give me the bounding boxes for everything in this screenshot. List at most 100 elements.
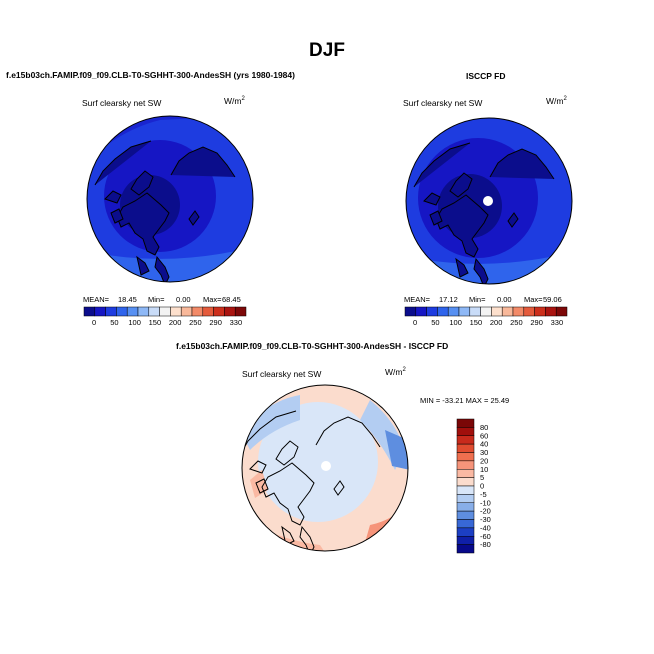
diff-variable-title: Surf clearsky net SW bbox=[242, 369, 322, 379]
diff-colorbar-swatch bbox=[456, 519, 475, 529]
model-colorbar-swatch bbox=[191, 306, 204, 317]
obs-colorbar-swatch bbox=[437, 306, 449, 317]
diff-colorbar-tick-label: -60 bbox=[480, 532, 491, 541]
obs-colorbar-swatch bbox=[491, 306, 503, 317]
obs-units: W/m2 bbox=[546, 96, 567, 106]
diff-min-max-stats: MIN = -33.21 MAX = 25.49 bbox=[420, 396, 510, 405]
obs-colorbar-swatch bbox=[555, 306, 568, 317]
diff-colorbar-swatch bbox=[456, 477, 475, 487]
diff-colorbar-swatch bbox=[456, 536, 475, 545]
diff-pole-missing-data bbox=[321, 461, 331, 471]
model-colorbar-swatch bbox=[137, 306, 150, 317]
diff-colorbar-tick-label: 0 bbox=[480, 482, 484, 491]
diff-colorbar-tick-label: 40 bbox=[480, 440, 488, 449]
diff-colorbar-tick-label: 60 bbox=[480, 431, 488, 440]
model-max-label: Max= bbox=[203, 295, 222, 304]
model-colorbar-tick-label: 290 bbox=[209, 318, 222, 327]
diff-colorbar-swatch bbox=[456, 510, 475, 520]
diff-colorbar-tick-label: 80 bbox=[480, 423, 488, 432]
obs-colorbar-swatch bbox=[426, 306, 438, 317]
obs-variable-title: Surf clearsky net SW bbox=[403, 98, 483, 108]
model-colorbar-swatch bbox=[202, 306, 214, 317]
obs-max-label: Max= bbox=[524, 295, 543, 304]
model-colorbar-tick-label: 250 bbox=[189, 318, 202, 327]
obs-colorbar-tick-label: 0 bbox=[413, 318, 417, 327]
diff-colorbar-swatch bbox=[456, 452, 475, 462]
difference-header: f.e15b03ch.FAMIP.f09_f09.CLB-T0-SGHHT-30… bbox=[176, 341, 449, 351]
diff-colorbar-tick-label: -30 bbox=[480, 515, 491, 524]
diff-colorbar-tick-label: 20 bbox=[480, 456, 488, 465]
diff-colorbar-swatch bbox=[456, 527, 475, 537]
diff-colorbar-tick-label: 5 bbox=[480, 473, 484, 482]
obs-colorbar-swatch bbox=[458, 306, 471, 317]
model-mean-value: 18.45 bbox=[118, 295, 137, 304]
model-max-value: 68.45 bbox=[222, 295, 241, 304]
model-colorbar-tick-label: 150 bbox=[149, 318, 162, 327]
model-colorbar-tick-label: 0 bbox=[92, 318, 96, 327]
model-colorbar-swatch bbox=[159, 306, 171, 317]
model-mean-label: MEAN= bbox=[83, 295, 110, 304]
obs-colorbar-tick-label: 330 bbox=[551, 318, 564, 327]
obs-colorbar-tick-label: 250 bbox=[510, 318, 523, 327]
model-colorbar-swatch bbox=[116, 306, 128, 317]
obs-colorbar-swatch bbox=[523, 306, 535, 317]
obs-pole-missing-data bbox=[483, 196, 493, 206]
diff-colorbar-swatch bbox=[456, 443, 475, 453]
obs-colorbar-swatch bbox=[447, 306, 460, 317]
diff-colorbar-swatch bbox=[456, 418, 475, 428]
model-colorbar-swatch bbox=[170, 306, 182, 317]
diff-colorbar-swatch bbox=[456, 460, 475, 470]
model-colorbar-swatch bbox=[105, 306, 117, 317]
diff-colorbar-tick-label: -5 bbox=[480, 490, 487, 499]
obs-colorbar-swatch bbox=[404, 306, 417, 317]
model-colorbar-swatch bbox=[83, 306, 96, 317]
diff-colorbar-tick-label: -20 bbox=[480, 507, 491, 516]
model-colorbar-tick-label: 200 bbox=[169, 318, 182, 327]
obs-colorbar-tick-label: 50 bbox=[431, 318, 439, 327]
diff-units: W/m2 bbox=[385, 367, 406, 377]
diff-colorbar-swatch bbox=[456, 485, 475, 495]
model-polar-map bbox=[86, 115, 254, 283]
obs-colorbar-swatch bbox=[480, 306, 492, 317]
model-min-value: 0.00 bbox=[176, 295, 191, 304]
model-case-header: f.e15b03ch.FAMIP.f09_f09.CLB-T0-SGHHT-30… bbox=[6, 70, 295, 80]
obs-colorbar-tick-label: 150 bbox=[470, 318, 483, 327]
model-colorbar-tick-label: 100 bbox=[128, 318, 141, 327]
model-colorbar-tick-label: 330 bbox=[230, 318, 243, 327]
model-colorbar-swatch bbox=[126, 306, 139, 317]
obs-colorbar: 0 50 100 150 200 250 290 330 bbox=[404, 306, 568, 327]
obs-colorbar-tick-label: 290 bbox=[530, 318, 543, 327]
diff-colorbar-swatch bbox=[456, 435, 475, 445]
diff-colorbar-tick-label: -80 bbox=[480, 540, 491, 549]
obs-mean-value: 17.12 bbox=[439, 295, 458, 304]
obs-header: ISCCP FD bbox=[466, 71, 506, 81]
diff-colorbar-swatch bbox=[456, 427, 475, 436]
model-colorbar-swatch bbox=[148, 306, 160, 317]
diff-colorbar-swatch bbox=[456, 502, 475, 512]
obs-max-value: 59.06 bbox=[543, 295, 562, 304]
model-colorbar-swatch bbox=[234, 306, 247, 317]
obs-colorbar-swatch bbox=[534, 306, 546, 317]
obs-colorbar-swatch bbox=[469, 306, 481, 317]
obs-colorbar-swatch bbox=[501, 306, 514, 317]
difference-polar-map bbox=[241, 384, 409, 552]
obs-colorbar-tick-label: 200 bbox=[490, 318, 503, 327]
obs-colorbar-tick-label: 100 bbox=[449, 318, 462, 327]
diff-colorbar-tick-label: -40 bbox=[480, 523, 491, 532]
obs-colorbar-swatch bbox=[512, 306, 525, 317]
model-colorbar-swatch bbox=[180, 306, 193, 317]
season-title: DJF bbox=[309, 40, 345, 61]
obs-colorbar-swatch bbox=[545, 306, 557, 317]
diff-colorbar-tick-label: 30 bbox=[480, 448, 488, 457]
model-colorbar-swatch bbox=[213, 306, 225, 317]
diff-colorbar-swatch bbox=[456, 469, 475, 478]
model-colorbar-tick-label: 50 bbox=[110, 318, 118, 327]
model-units: W/m2 bbox=[224, 96, 245, 106]
obs-min-label: Min= bbox=[469, 295, 486, 304]
diff-colorbar-swatch bbox=[456, 494, 475, 503]
model-colorbar: 0 50 100 150 200 250 290 330 bbox=[83, 306, 247, 327]
model-variable-title: Surf clearsky net SW bbox=[82, 98, 162, 108]
diff-colorbar-swatch bbox=[456, 544, 475, 554]
